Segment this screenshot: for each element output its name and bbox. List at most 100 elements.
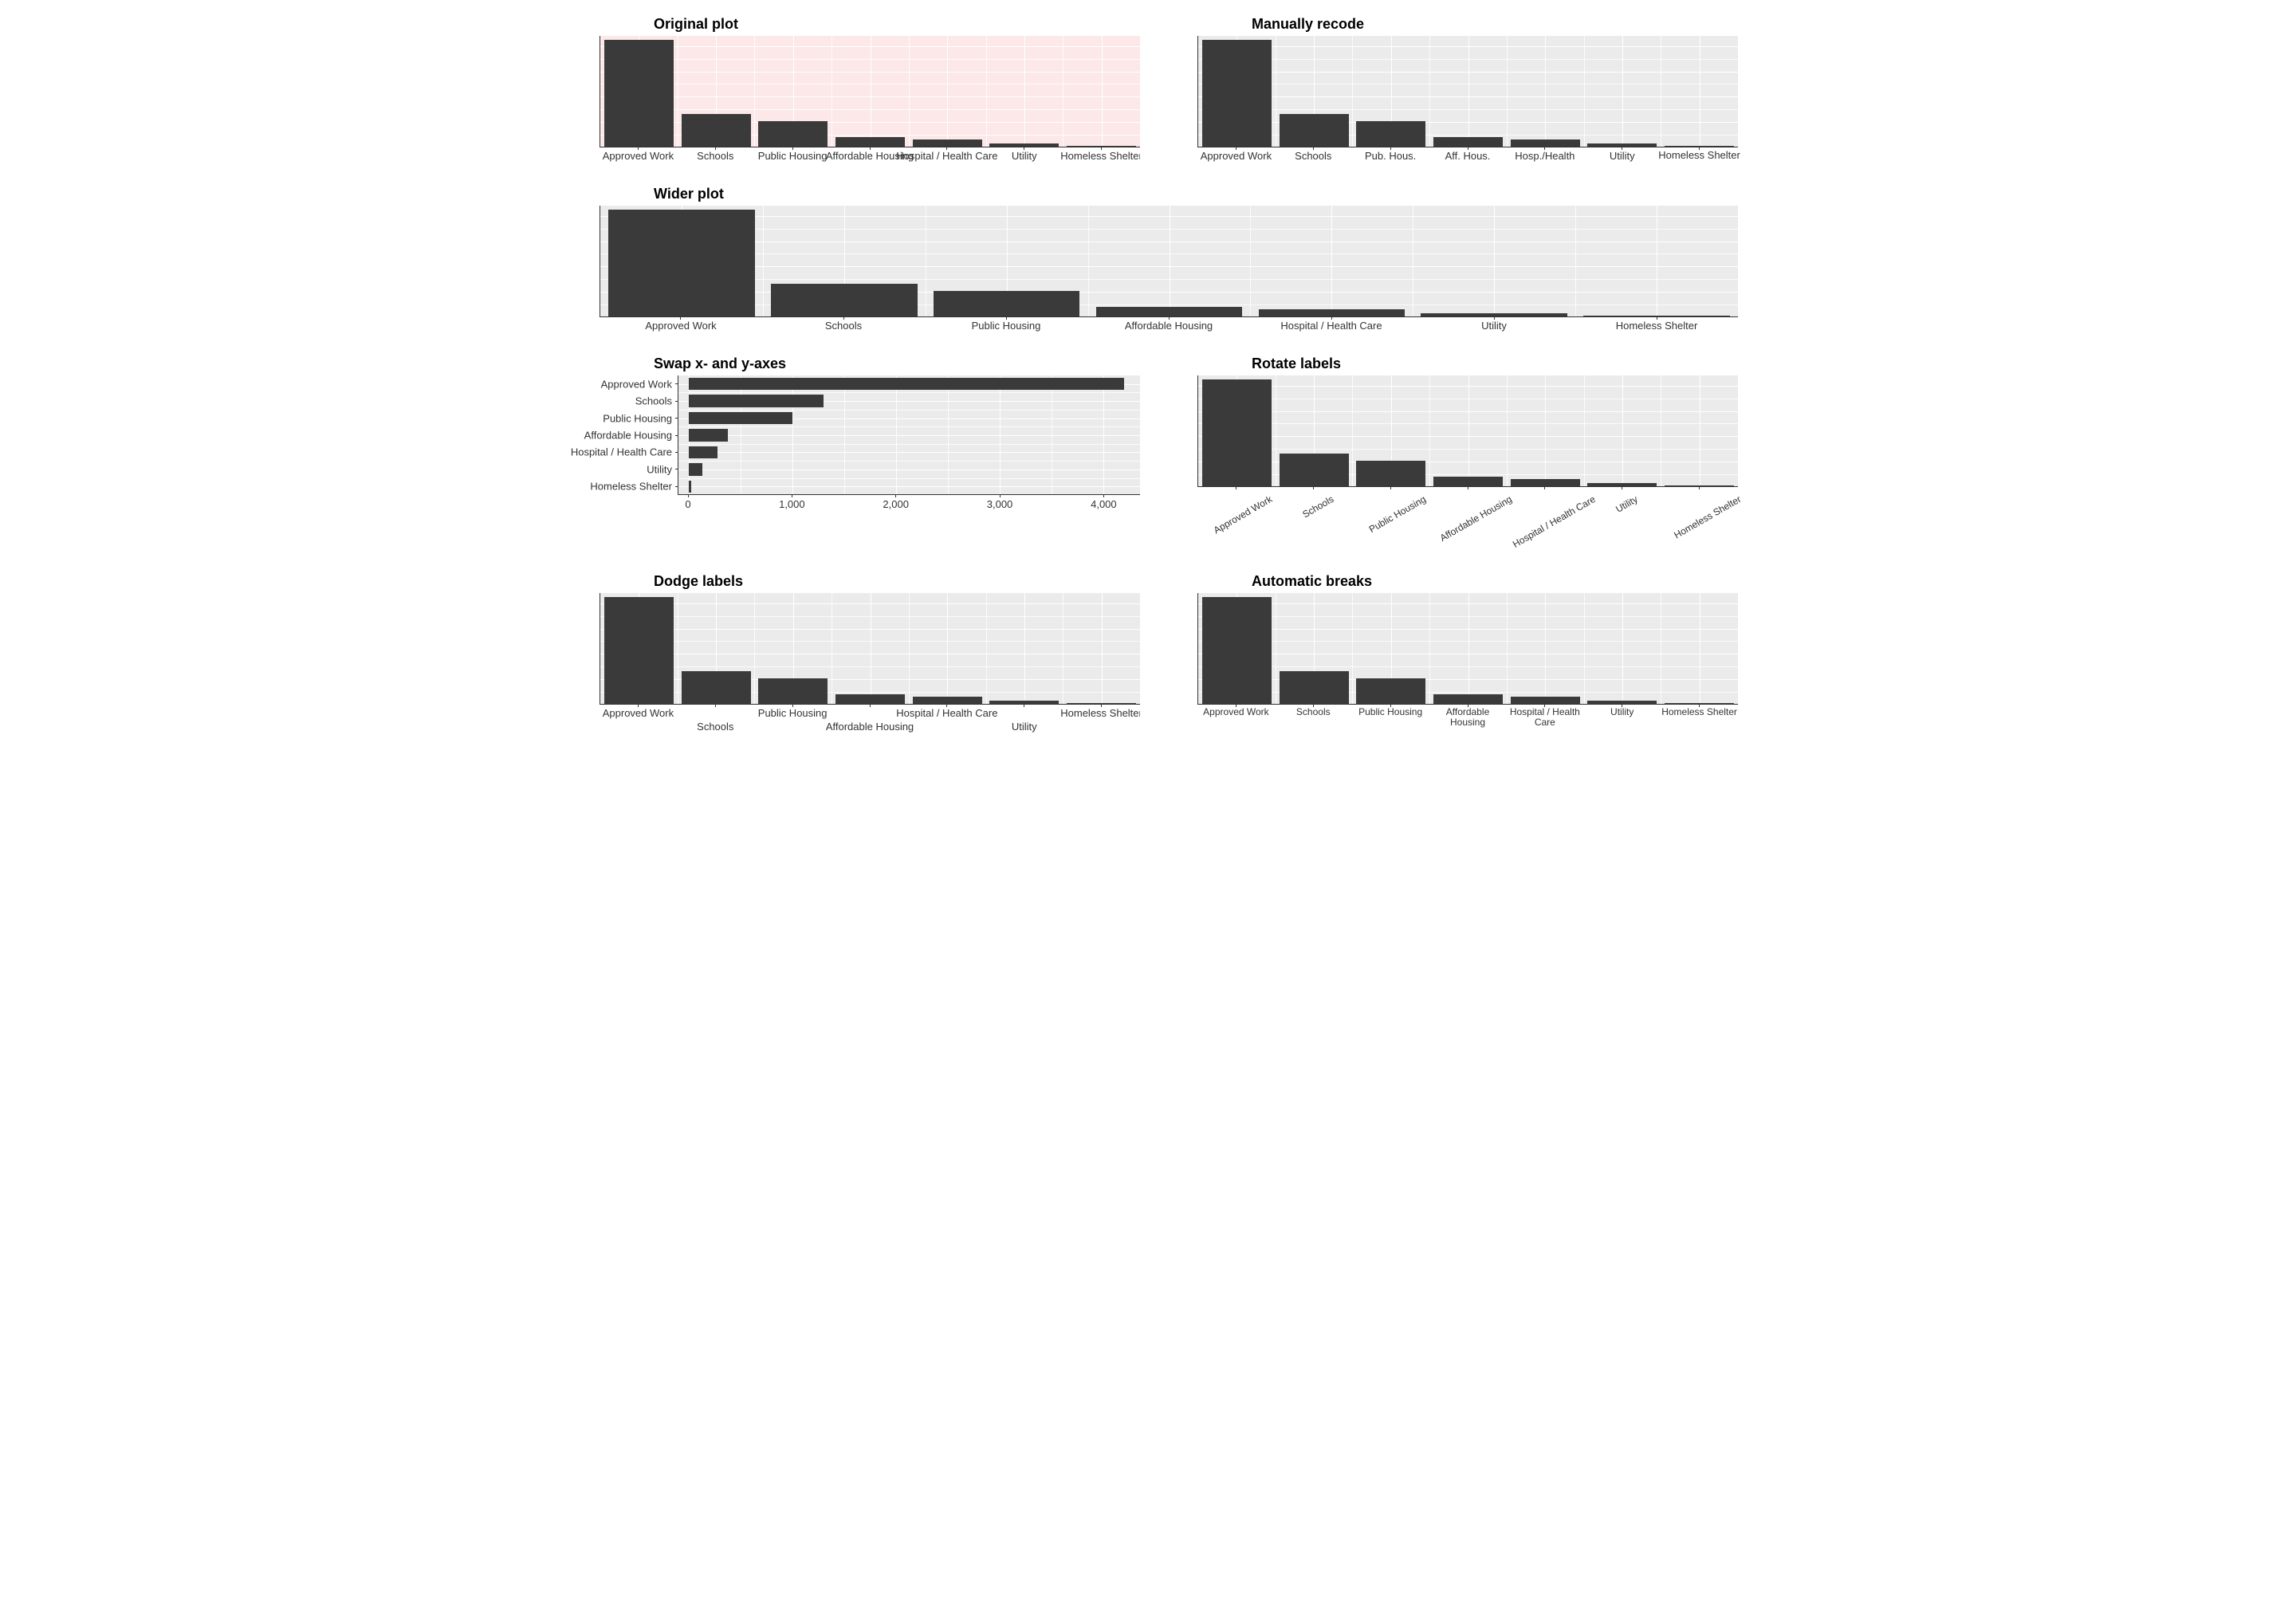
x-tick-label: 0 [685,498,690,510]
x-tick-label: Aff. Hous. [1445,150,1491,162]
bar [1511,479,1580,486]
bar [771,284,917,316]
x-tick-label: Schools [1295,150,1331,162]
bar [604,40,674,147]
bar [913,139,982,147]
x-tick-label: Hospital / Health Care [1511,493,1598,550]
y-tick-label: Utility [647,463,672,475]
x-tick-label: Hospital / Health Care [896,707,997,719]
chart-panel: 01,0002,0003,0004,000 [1197,375,1738,487]
bar [989,701,1059,704]
bar [1067,703,1136,704]
x-tick-label: Schools [697,721,733,733]
x-tick-label: Homeless Shelter [1672,493,1743,540]
x-tick-label: Homeless Shelter [1060,150,1140,162]
chart-panel: 01,0002,0003,0004,000 [600,593,1140,705]
y-tick-label: Schools [635,395,672,407]
x-tick-label: Utility [1012,721,1037,733]
chart-title: Wider plot [558,186,1738,202]
chart-panel: 01,0002,0003,0004,000 [600,206,1738,317]
x-tick-label: Approved Work [1212,493,1274,536]
bar [689,481,691,493]
bar [1433,694,1503,704]
y-tick-label: Affordable Housing [584,430,672,442]
x-tick-label: Hosp./Health [1515,150,1575,162]
x-tick-label: Affordable Housing [1427,707,1508,728]
bar [758,121,828,147]
x-tick-label: Pub. Hous. [1365,150,1416,162]
bar [1356,121,1425,147]
x-tick-label: Public Housing [758,150,828,162]
chart-panel: Approved WorkSchoolsPublic HousingAfford… [678,375,1140,495]
bar [689,412,792,424]
y-tick-label: Public Housing [603,412,672,424]
bar [1356,461,1425,486]
x-tick-label: Hospital / Health Care [896,150,997,162]
x-tick-label: Utility [1610,150,1635,162]
bar [1356,678,1425,704]
x-tick-label: Homeless Shelter [1653,150,1745,161]
x-tick-label: Hospital / Health Care [1504,707,1586,728]
bar [835,137,905,147]
bar [1511,697,1580,704]
chart-panel: 01,0002,0003,0004,000 [1197,36,1738,147]
bar [934,291,1079,316]
chart-title: Automatic breaks [1156,573,1738,590]
bar [689,395,824,407]
bar [913,697,982,704]
chart-panel: 01,0002,0003,0004,000 [1197,593,1738,705]
x-tick-label: Approved Work [1196,707,1277,717]
x-tick-label: Approved Work [603,707,674,719]
x-tick-label: Affordable Housing [1125,320,1213,332]
chart-title: Swap x- and y-axes [558,356,1140,372]
x-tick-label: Approved Work [645,320,716,332]
x-tick-label: Public Housing [972,320,1041,332]
bar [682,114,751,147]
chart-title: Rotate labels [1156,356,1738,372]
bar [682,671,751,704]
bar [689,446,718,458]
x-tick-label: Approved Work [1201,150,1272,162]
x-tick-label: Affordable Housing [1438,493,1514,544]
bar [1259,309,1405,316]
bar [1096,307,1242,316]
x-tick-label: Schools [1301,493,1336,520]
y-tick-label: Hospital / Health Care [571,446,672,458]
bar [608,210,754,316]
x-tick-label: Public Housing [1367,493,1428,535]
chart-title: Original plot [558,16,1140,33]
x-tick-label: Schools [825,320,862,332]
x-tick-label: Utility [1481,320,1507,332]
bar [989,143,1059,147]
x-tick-label: Schools [1272,707,1354,717]
bar [1202,379,1272,486]
chart-title: Dodge labels [558,573,1140,590]
bar [689,463,702,475]
x-tick-label: Hospital / Health Care [1280,320,1382,332]
x-tick-label: 1,000 [779,498,805,510]
bar [1067,146,1136,147]
x-tick-label: Homeless Shelter [1616,320,1698,332]
x-tick-label: Public Housing [758,707,828,719]
x-tick-label: Homeless Shelter [1659,707,1740,717]
bar [835,694,905,704]
bar [758,678,828,704]
x-tick-label: Affordable Housing [826,721,914,733]
bar [689,429,728,441]
bar [1280,671,1349,704]
x-tick-label: 2,000 [883,498,909,510]
bar [604,597,674,704]
bar [1280,114,1349,147]
x-tick-label: Utility [1582,707,1663,717]
bar [1433,137,1503,147]
x-tick-label: Approved Work [603,150,674,162]
x-tick-label: Public Housing [1350,707,1431,717]
x-tick-label: 4,000 [1091,498,1117,510]
chart-panel: 01,0002,0003,0004,000 [600,36,1140,147]
x-tick-label: Schools [697,150,733,162]
x-tick-label: Homeless Shelter [1060,707,1140,719]
bar [1280,454,1349,486]
bar [1433,477,1503,486]
chart-title: Manually recode [1156,16,1738,33]
y-tick-label: Approved Work [601,378,672,390]
